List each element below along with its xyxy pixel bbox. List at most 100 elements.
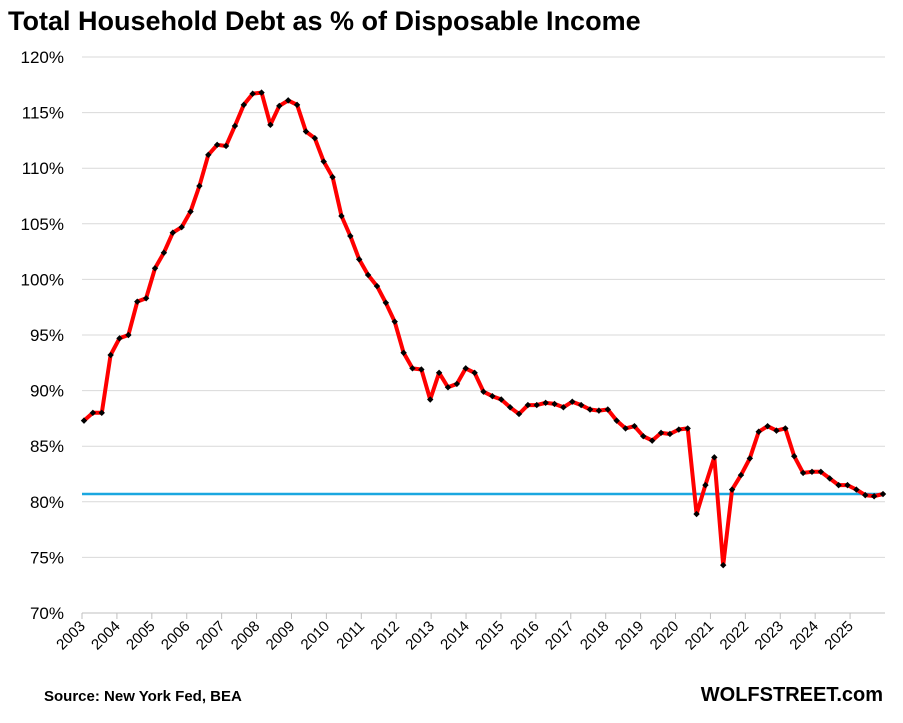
x-tick-label: 2011 — [333, 618, 368, 653]
data-point — [817, 468, 825, 475]
data-point — [755, 428, 762, 435]
x-tick-label: 2005 — [123, 618, 159, 654]
x-tick-label: 2024 — [786, 618, 822, 654]
data-point — [284, 97, 292, 104]
x-tick-label: 2007 — [193, 618, 229, 654]
data-point — [737, 471, 745, 479]
data-point — [657, 429, 665, 437]
data-point — [302, 128, 310, 135]
data-point — [595, 407, 603, 414]
data-point — [311, 134, 319, 142]
x-tick-label: 2018 — [577, 618, 613, 654]
data-point — [480, 388, 487, 395]
data-point — [222, 142, 230, 150]
data-point — [675, 426, 683, 433]
data-point — [107, 351, 114, 359]
data-point — [515, 410, 523, 418]
x-tick-label: 2010 — [298, 618, 334, 654]
data-point — [338, 212, 345, 220]
data-point — [791, 453, 798, 460]
data-point — [178, 223, 185, 231]
x-tick-label: 2019 — [612, 618, 648, 654]
data-point — [853, 486, 860, 493]
x-tick-label: 2013 — [402, 618, 438, 654]
data-point — [364, 271, 372, 279]
data-point — [702, 481, 709, 489]
y-tick-label: 105% — [21, 215, 64, 234]
data-point — [560, 404, 567, 411]
y-axis: 70% 75% 80% 85% 90% 95% 100% 105% 110% 115% 120% — [21, 48, 64, 623]
data-point — [489, 392, 496, 400]
data-point — [711, 454, 718, 461]
data-point — [844, 481, 851, 489]
data-point — [728, 486, 736, 493]
data-point — [205, 151, 212, 159]
x-tick-label: 2003 — [53, 618, 89, 654]
data-point — [453, 380, 461, 388]
data-point — [134, 298, 141, 305]
data-point — [870, 493, 878, 500]
data-point — [631, 422, 638, 430]
x-tick-label: 2021 — [682, 618, 718, 654]
x-axis: 2003 2004 2005 2006 2007 2008 2009 2010 2011 2012… — [53, 612, 885, 654]
y-tick-label: 85% — [30, 437, 64, 456]
data-point — [151, 265, 159, 272]
data-point — [125, 331, 132, 339]
data-point — [329, 173, 336, 181]
x-tick-label: 2020 — [647, 618, 683, 654]
data-point — [613, 417, 620, 424]
data-point — [80, 417, 88, 424]
data-point — [427, 396, 434, 403]
data-point — [249, 90, 256, 97]
data-point — [409, 365, 416, 372]
data-point — [648, 437, 656, 444]
data-point — [622, 425, 629, 432]
data-point — [356, 256, 363, 263]
data-point — [320, 158, 327, 165]
y-tick-label: 115% — [22, 104, 64, 123]
data-point — [98, 409, 105, 417]
data-point — [542, 399, 549, 407]
data-point — [684, 425, 691, 432]
x-tick-label: 2004 — [88, 618, 124, 654]
data-point — [116, 335, 123, 342]
data-point — [258, 89, 265, 96]
data-point — [444, 384, 452, 391]
x-tick-label: 2022 — [717, 618, 753, 654]
data-point — [142, 295, 150, 302]
x-tick-label: 2025 — [821, 618, 857, 654]
data-point — [293, 101, 301, 109]
source-note: Source: New York Fed, BEA — [44, 688, 242, 705]
data-point — [551, 400, 558, 408]
data-point — [506, 404, 514, 411]
data-point — [400, 349, 407, 356]
data-point — [808, 468, 816, 475]
data-point — [462, 365, 469, 372]
x-tick-label: 2008 — [228, 618, 264, 654]
x-tick-label: 2023 — [751, 618, 787, 654]
data-point — [693, 510, 700, 518]
data-point — [187, 208, 194, 215]
data-point — [746, 455, 754, 462]
data-point — [471, 369, 478, 377]
data-point — [577, 401, 585, 409]
data-point — [640, 432, 647, 440]
data-point — [418, 366, 425, 373]
x-tick-label: 2012 — [367, 618, 403, 654]
data-point — [276, 102, 283, 110]
y-tick-label: 90% — [30, 382, 64, 401]
y-tick-label: 100% — [21, 270, 64, 289]
data-point — [799, 469, 807, 477]
data-point — [382, 299, 390, 306]
data-point — [604, 406, 611, 413]
x-tick-label: 2009 — [263, 618, 299, 654]
data-point — [498, 396, 505, 403]
data-point — [764, 422, 771, 430]
y-tick-label: 120% — [21, 48, 64, 67]
data-point — [435, 369, 443, 377]
data-point — [524, 401, 532, 409]
data-point — [533, 401, 540, 409]
x-tick-label: 2015 — [472, 618, 508, 654]
data-point — [169, 229, 176, 236]
